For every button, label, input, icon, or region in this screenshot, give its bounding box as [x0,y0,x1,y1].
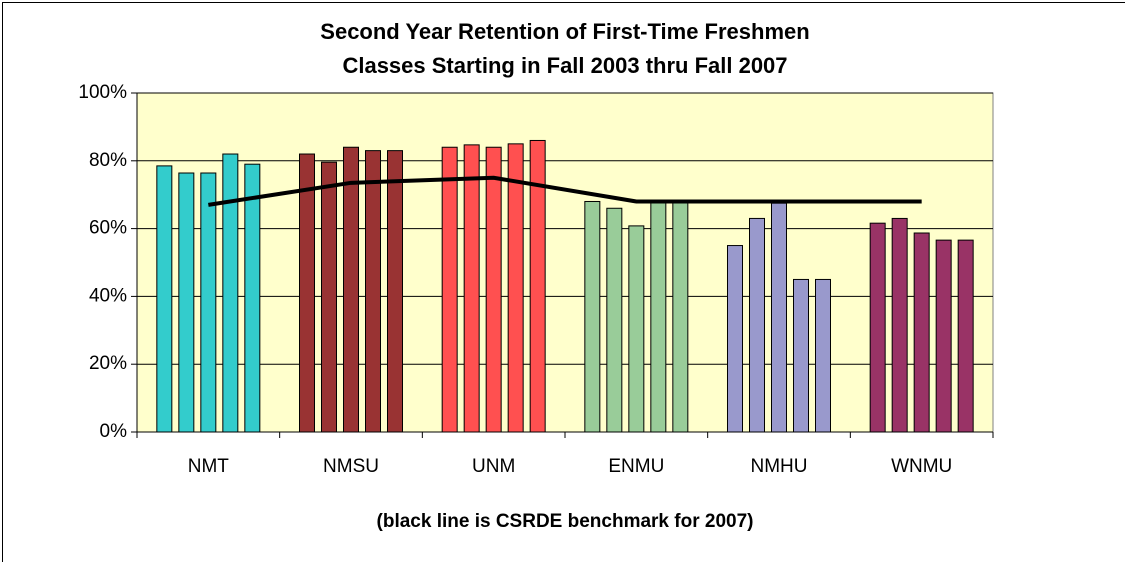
y-tick-label: 60% [89,218,127,239]
bar [486,147,501,432]
y-tick-label: 20% [89,353,127,374]
y-tick-label: 0% [100,421,128,442]
bar [750,218,765,432]
bar [936,240,951,432]
bar [388,151,403,432]
bar [322,162,337,432]
x-tick-label: WNMU [891,456,952,477]
bar [585,201,600,432]
x-tick-label: NMHU [751,456,808,477]
bar [816,279,831,432]
bar [629,226,644,432]
x-tick-label: NMSU [323,456,379,477]
x-tick-label: NMT [188,456,230,477]
bar [673,201,688,432]
bar [245,164,260,432]
annotation: (black line is CSRDE benchmark for 2007) [377,511,754,532]
y-tick-label: 80% [89,150,127,171]
chart-title: Classes Starting in Fall 2003 thru Fall … [342,53,787,78]
bar [870,223,885,432]
bar [794,279,809,432]
bar [464,145,479,432]
y-tick-label: 40% [89,285,127,306]
y-tick-label: 100% [78,82,127,103]
bar [958,240,973,432]
bar [607,208,622,432]
chart-title: Second Year Retention of First-Time Fres… [320,19,809,44]
x-tick-label: UNM [472,456,515,477]
bar [772,203,787,432]
bar [300,154,315,432]
bar [651,201,666,432]
bar [442,147,457,432]
bar [201,173,216,432]
bar [366,151,381,432]
plot-area [137,93,993,432]
bar [728,246,743,432]
x-tick-label: ENMU [608,456,664,477]
bar [157,166,172,432]
bar [344,147,359,432]
bar [223,154,238,432]
bar [508,144,523,432]
bar [914,233,929,432]
bar [892,218,907,432]
bar [179,173,194,432]
